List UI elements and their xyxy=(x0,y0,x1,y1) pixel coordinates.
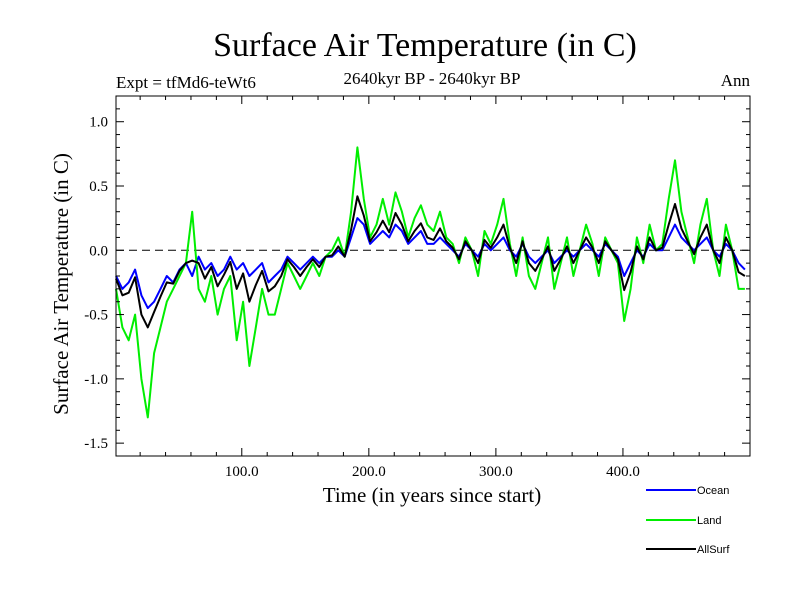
x-tick-label: 100.0 xyxy=(225,464,259,480)
time-range-label: 2640kyr BP - 2640kyr BP xyxy=(344,69,521,88)
y-axis-label: Surface Air Temperature (in C) xyxy=(49,153,73,415)
y-tick-label: -1.5 xyxy=(84,436,108,452)
chart-title: Surface Air Temperature (in C) xyxy=(213,27,637,64)
x-tick-label: 200.0 xyxy=(352,464,386,480)
y-tick-label: 0.5 xyxy=(89,179,108,195)
series-line-allsurf xyxy=(115,195,746,329)
y-tick-label: -0.5 xyxy=(84,308,108,324)
y-tick-label: -1.0 xyxy=(84,372,108,388)
legend-label-allsurf: AllSurf xyxy=(697,544,730,556)
x-tick-label: 300.0 xyxy=(479,464,513,480)
y-tick-label: 1.0 xyxy=(89,115,108,131)
x-tick-label: 400.0 xyxy=(606,464,640,480)
x-axis-label: Time (in years since start) xyxy=(323,483,542,507)
experiment-label: Expt = tfMd6-teWt6 xyxy=(116,73,256,92)
legend-label-ocean: Ocean xyxy=(697,485,729,497)
series-line-land xyxy=(115,146,745,419)
legend-label-land: Land xyxy=(697,515,721,527)
season-label: Ann xyxy=(721,71,751,90)
y-tick-label: 0.0 xyxy=(89,243,108,259)
